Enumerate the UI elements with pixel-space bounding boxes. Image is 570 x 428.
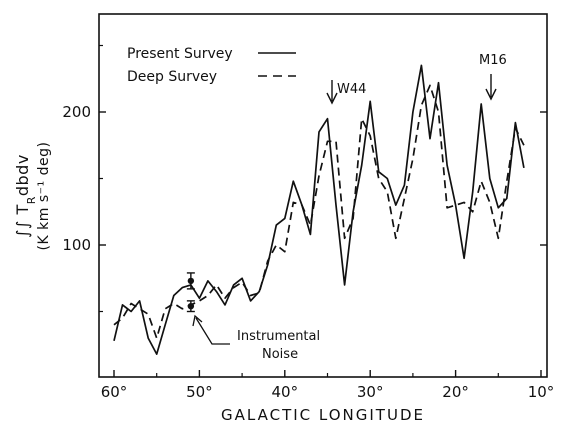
y-axis-title-tail: dbdv (13, 154, 32, 196)
y-axis-units-group: (K km s⁻¹ deg) (36, 142, 52, 251)
error-bar-point (187, 302, 195, 310)
y-tick-label: 200 (62, 103, 91, 121)
y-axis-title: ∫∫ TRdbdv (13, 154, 38, 238)
series-deep-survey (113, 84, 525, 339)
x-tick-label: 50° (186, 383, 213, 401)
y-axis-title-sub: R (25, 196, 38, 204)
plot-frame (98, 13, 548, 378)
annotation-m16-label: M16 (479, 53, 507, 68)
y-axis-title-main: ∫∫ T (13, 204, 32, 238)
x-tick-label: 10° (528, 383, 555, 401)
error-bar-point (187, 277, 195, 285)
y-axis-ticks: 100 200 (62, 44, 547, 313)
y-axis-units: (K km s⁻¹ deg) (36, 142, 52, 251)
y-axis-title-group: ∫∫ TRdbdv (13, 154, 38, 238)
legend-label-present: Present Survey (127, 46, 233, 62)
x-axis-ticks: 60° 50° 40° 30° 20° 10° (101, 370, 555, 401)
legend-label-deep: Deep Survey (127, 69, 217, 85)
series-present-survey (113, 64, 525, 355)
arrow-noise-head (192, 314, 203, 327)
x-tick-label: 60° (101, 383, 128, 401)
x-tick-label: 20° (442, 383, 469, 401)
legend: Present Survey Deep Survey (127, 46, 296, 85)
x-tick-label: 30° (357, 383, 384, 401)
annotation-w44-label: W44 (337, 82, 366, 97)
series-group (113, 64, 525, 355)
error-bars (186, 272, 195, 313)
annotation-m16: M16 (479, 53, 507, 101)
x-axis-title: GALACTIC LONGITUDE (221, 406, 425, 424)
arrow-m16-head (485, 88, 497, 101)
arrow-w44-head (326, 92, 338, 105)
arrow-noise (195, 317, 230, 345)
annotation-w44: W44 (326, 80, 366, 105)
annotation-noise-label-1: Instrumental (237, 329, 320, 344)
annotation-instrumental-noise: Instrumental Noise (192, 314, 320, 362)
x-tick-label: 40° (272, 383, 299, 401)
annotation-noise-label-2: Noise (262, 347, 298, 362)
y-tick-label: 100 (62, 236, 91, 254)
